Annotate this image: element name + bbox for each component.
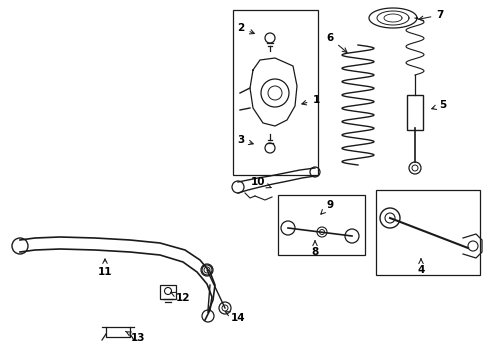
Text: 10: 10 [251,177,271,188]
Text: 5: 5 [432,100,446,110]
Text: 14: 14 [225,312,245,323]
Bar [407,95,423,130]
Bar [278,195,365,255]
Text: 11: 11 [98,259,112,277]
Text: 3: 3 [237,135,253,145]
Bar [233,10,318,175]
Bar [160,285,176,299]
Text: 13: 13 [125,331,145,343]
Text: 6: 6 [326,33,347,53]
Text: 12: 12 [171,292,190,303]
Bar [376,190,480,275]
Text: 2: 2 [237,23,254,34]
Text: 4: 4 [417,259,425,275]
Text: 1: 1 [302,95,319,105]
Text: 8: 8 [311,241,318,257]
Text: 7: 7 [419,10,443,21]
Text: 9: 9 [321,200,334,214]
